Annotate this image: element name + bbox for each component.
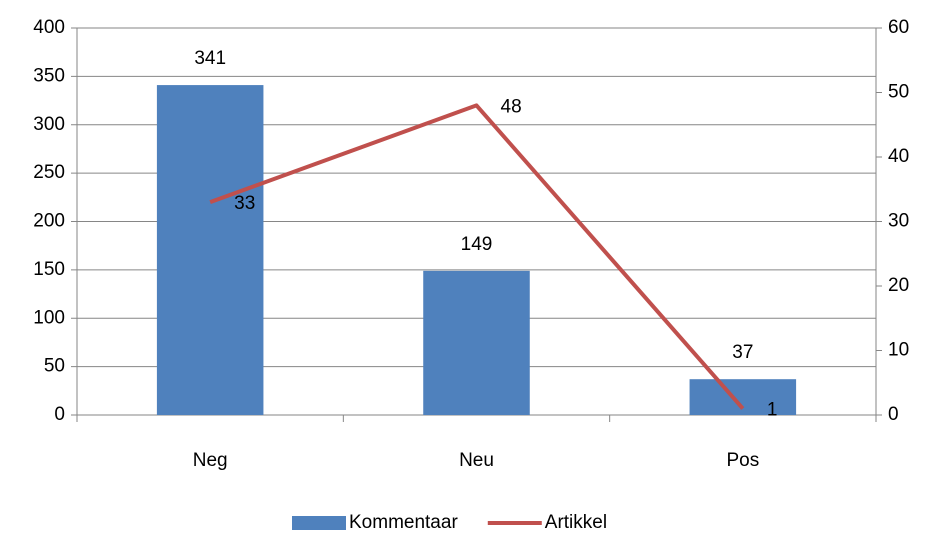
legend-label: Kommentaar bbox=[349, 512, 458, 533]
x-tick-label: Neg bbox=[193, 450, 228, 471]
y-tick-label: 300 bbox=[33, 114, 65, 135]
y-tick-label: 150 bbox=[33, 259, 65, 280]
y-tick-label: 100 bbox=[33, 307, 65, 328]
bar-value-label: 149 bbox=[461, 234, 493, 255]
line-value-label: 48 bbox=[501, 96, 522, 117]
bar bbox=[689, 379, 797, 415]
y2-tick-label: 40 bbox=[888, 146, 909, 167]
bar-value-label: 341 bbox=[194, 48, 226, 69]
line-value-label: 33 bbox=[234, 193, 255, 214]
bar-value-label: 37 bbox=[732, 342, 753, 363]
y-tick-label: 250 bbox=[33, 162, 65, 183]
bar bbox=[156, 85, 264, 416]
bar bbox=[423, 270, 530, 415]
y-tick-label: 0 bbox=[54, 404, 65, 425]
y-tick-label: 350 bbox=[33, 65, 65, 86]
y-tick-label: 200 bbox=[33, 211, 65, 232]
legend-swatch bbox=[292, 516, 346, 530]
legend-label: Artikkel bbox=[545, 512, 607, 533]
y2-tick-label: 0 bbox=[888, 404, 899, 425]
x-tick-label: Neu bbox=[459, 450, 494, 471]
y2-tick-label: 30 bbox=[888, 211, 909, 232]
line-value-label: 1 bbox=[767, 400, 778, 421]
y2-tick-label: 60 bbox=[888, 17, 909, 38]
y-tick-label: 50 bbox=[44, 356, 65, 377]
y2-tick-label: 10 bbox=[888, 340, 909, 361]
line-series bbox=[209, 103, 745, 410]
y2-tick-label: 50 bbox=[888, 82, 909, 103]
x-tick-label: Pos bbox=[726, 450, 759, 471]
y-tick-label: 400 bbox=[33, 17, 65, 38]
y2-tick-label: 20 bbox=[888, 275, 909, 296]
